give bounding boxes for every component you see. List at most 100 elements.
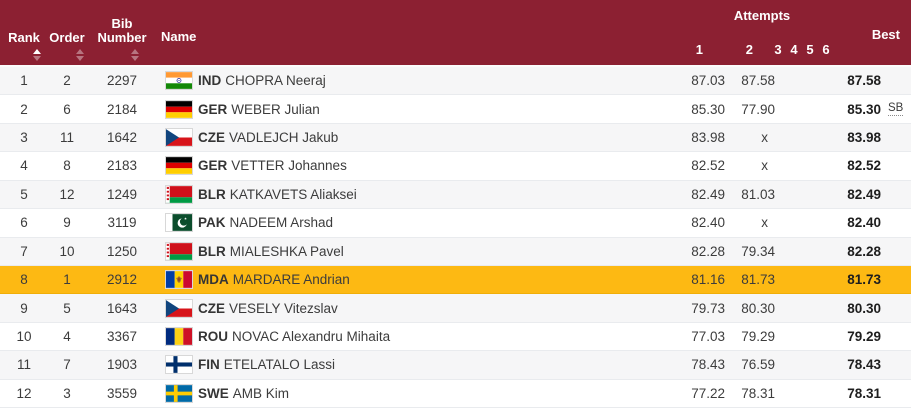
bib-cell: 3559 [106,385,138,401]
order-cell: 2 [63,73,71,89]
table-row[interactable]: 5 12 1249 BLR KATKAVETS Aliaksei 82.49 81.03 82… [0,180,911,210]
bib-cell: 1249 [106,186,138,202]
attempt-3-label: 3 [774,42,782,57]
attempt-2-label: 2 [745,42,753,57]
name-cell[interactable]: MDA MARDARE Andrian [158,270,661,290]
sort-asc-icon[interactable] [76,48,84,54]
best-cell: 83.98 [847,130,881,146]
flag-icon-blr [165,184,193,204]
athlete-name: AMB Kim [232,385,290,401]
name-cell[interactable]: SWE AMB Kim [158,383,661,403]
order-cell: 6 [63,101,71,117]
attempt-1-cell: 85.30 [691,101,725,117]
best-cell: 78.31 [847,385,881,401]
flag-icon-cze [165,298,193,318]
country-code: IND [198,73,222,89]
name-cell[interactable]: PAK NADEEM Arshad [158,213,661,233]
attempt-1-cell: 82.49 [691,186,725,202]
name-cell[interactable]: GER WEBER Julian [158,99,661,119]
sort-desc-icon[interactable] [33,55,41,61]
attempt-6-label: 6 [822,42,830,57]
country-code: GER [198,158,228,174]
flag-icon-cze [165,128,193,148]
athlete-name: VESELY Vitezslav [229,300,338,316]
attempt-1-cell: 79.73 [691,300,725,316]
order-cell: 5 [63,300,71,316]
table-row[interactable]: 11 7 1903 FIN ETELATALO Lassi 78.43 76.59 78.43 [0,351,911,380]
sort-icons-rank[interactable] [33,48,41,61]
athlete-name: NOVAC Alexandru Mihaita [232,329,391,344]
table-row[interactable]: 9 5 1643 CZE VESELY Vitezslav 79.73 80.30 80.30 [0,294,911,323]
name-cell[interactable]: BLR MIALESHKA Pavel [158,241,661,261]
attempt-2-cell: x [761,215,768,231]
name-cell[interactable]: CZE VESELY Vitezslav [158,298,661,318]
best-cell: 87.58 [847,73,881,89]
attempt-1-cell: 82.28 [691,243,725,259]
table-row[interactable]: 12 3 3559 SWE AMB Kim 77.22 78.31 78.31 [0,379,911,408]
name-cell[interactable]: FIN ETELATALO Lassi [158,355,661,375]
attempt-4-label: 4 [790,42,798,57]
best-column-label: Best [871,27,900,42]
table-row[interactable]: 3 11 1642 CZE VADLEJCH Jakub 83.98 x 83.98 [0,123,911,153]
name-cell[interactable]: ROU NOVAC Alexandru Mihaita [158,327,661,346]
country-code: FIN [198,357,220,373]
order-cell: 4 [63,329,71,344]
athlete-name: ETELATALO Lassi [223,357,336,373]
bib-cell: 2297 [106,73,138,89]
country-code: BLR [198,186,226,202]
country-code: MDA [198,272,229,288]
best-cell: 82.40 [847,215,881,231]
order-cell: 1 [63,272,71,288]
bib-cell: 3119 [107,215,137,231]
table-row[interactable]: 8 1 2912 MDA MARDARE Andrian 81.16 81.73 81.73 [0,265,911,295]
name-cell[interactable]: GER VETTER Johannes [158,156,661,176]
flag-icon-fin [165,355,193,375]
attempt-1-label: 1 [695,42,703,57]
flag-icon-ger [165,99,193,119]
flag-icon-rou [165,327,193,346]
table-header: Rank Order Bib Number Name Attempts [0,0,911,65]
table-row[interactable]: 1 2 2297 IND CHOPRA Neeraj 87.03 87.58 87.58 [0,67,911,96]
table-row[interactable]: 7 10 1250 BLR MIALESHKA Pavel 82.28 79.34 82.28 [0,237,911,266]
column-header-bib[interactable]: Bib Number [86,0,158,65]
rank-cell: 1 [20,73,28,89]
table-row[interactable]: 10 4 3367 ROU NOVAC Alexandru Mihaita 77.03 79… [0,322,911,352]
sort-desc-icon[interactable] [131,55,139,61]
athlete-name: KATKAVETS Aliaksei [229,186,357,202]
rank-cell: 8 [20,272,28,288]
sort-icons-order[interactable] [76,48,84,61]
bib-cell: 1642 [106,130,138,146]
name-cell[interactable]: CZE VADLEJCH Jakub [158,128,661,148]
rank-cell: 10 [16,329,32,344]
name-cell[interactable]: BLR KATKAVETS Aliaksei [158,184,661,204]
flag-icon-pak [165,213,193,233]
bib-cell: 1643 [106,300,138,316]
column-header-order[interactable]: Order [48,0,86,65]
sort-desc-icon[interactable] [76,55,84,61]
best-cell: 78.43 [847,357,881,373]
order-cell: 12 [59,186,75,202]
best-cell: 79.29 [847,329,881,344]
table-body: 1 2 2297 IND CHOPRA Neeraj 87.03 87.58 87.58 2 6 2… [0,65,911,408]
sort-asc-icon[interactable] [131,48,139,54]
order-column-label: Order [49,30,85,45]
attempt-2-cell: 79.34 [741,243,775,259]
sort-asc-icon[interactable] [33,48,41,54]
country-code: GER [198,101,228,117]
rank-cell: 6 [20,215,28,231]
table-row[interactable]: 6 9 3119 PAK NADEEM Arshad 82.40 x 82.40 [0,209,911,238]
country-code: ROU [198,329,228,344]
table-row[interactable]: 4 8 2183 GER VETTER Johannes 82.52 x 82.52 [0,152,911,181]
table-row[interactable]: 2 6 2184 GER WEBER Julian 85.30 77.90 85.30 SB [0,95,911,124]
name-cell[interactable]: IND CHOPRA Neeraj [158,71,661,91]
attempt-1-cell: 83.98 [691,130,725,146]
bib-cell: 1903 [106,357,138,373]
note-cell: SB [884,102,911,117]
sort-icons-bib[interactable] [131,48,139,61]
rank-cell: 12 [16,385,32,401]
column-header-rank[interactable]: Rank [0,0,48,65]
flag-icon-ger [165,156,193,176]
order-cell: 9 [63,215,71,231]
attempt-2-cell: 78.31 [741,385,775,401]
attempts-group-label: Attempts [733,8,791,23]
